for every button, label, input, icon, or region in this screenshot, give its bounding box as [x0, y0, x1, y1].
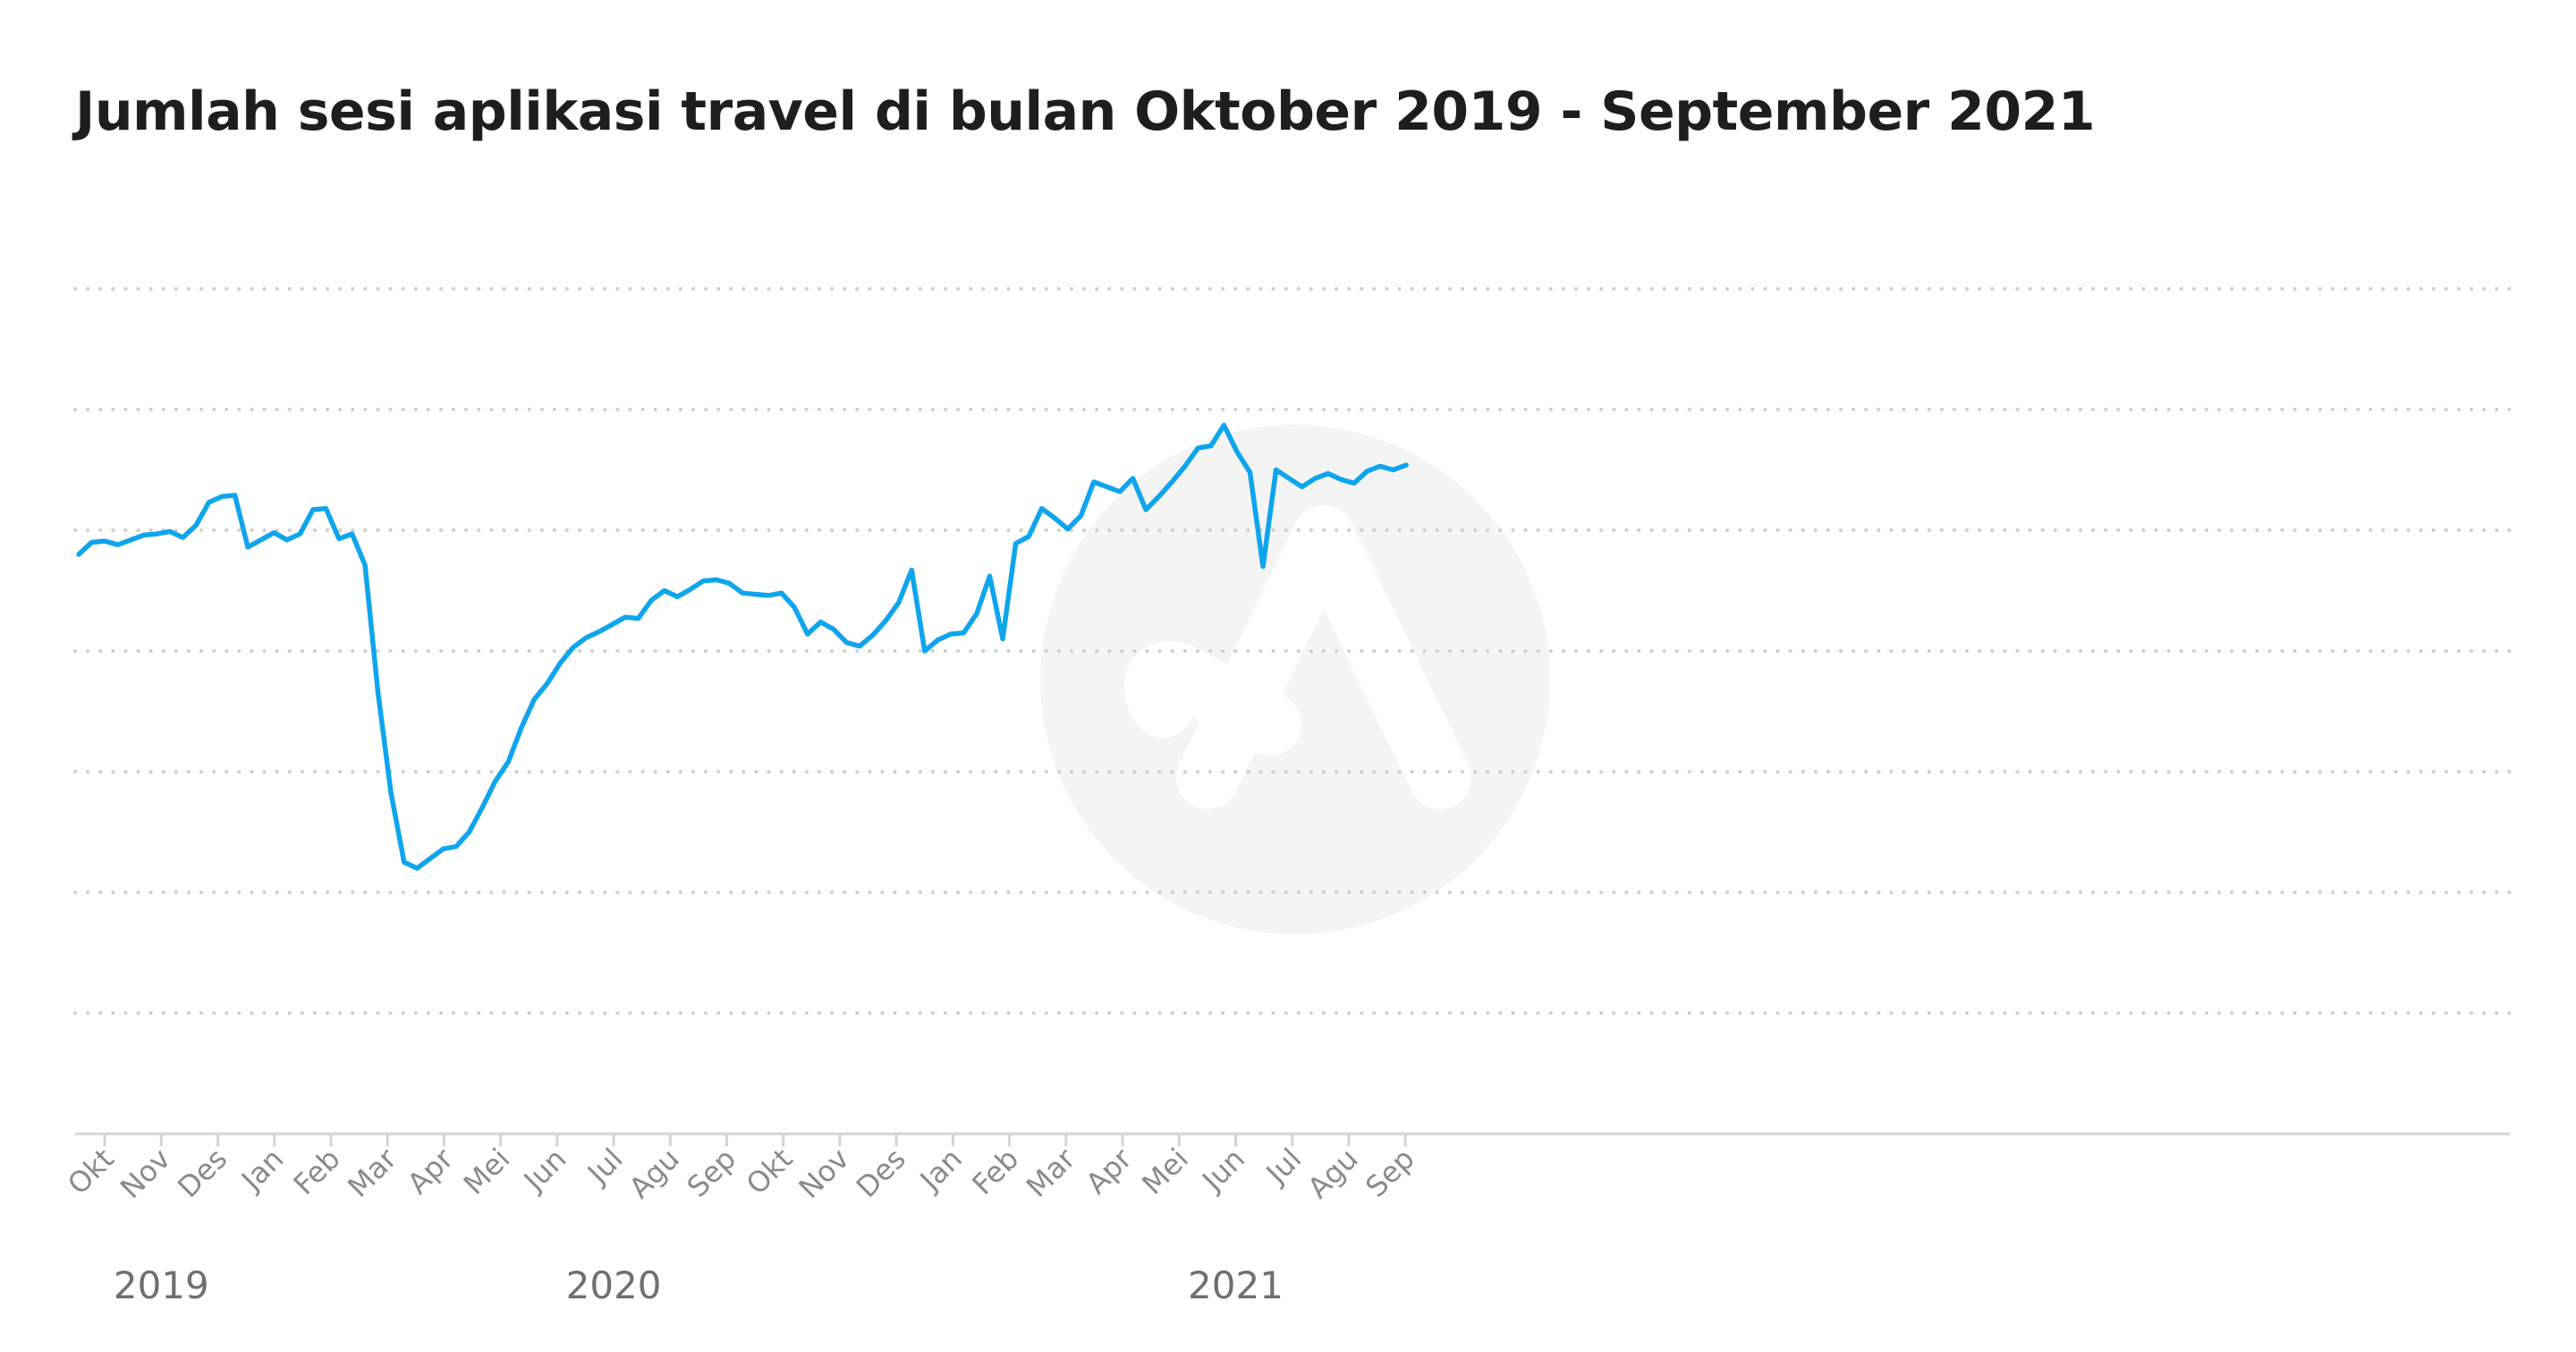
- x-tick-label: Jul: [1258, 1142, 1309, 1192]
- logo-watermark: [1040, 425, 1550, 934]
- x-tick-label: Jan: [912, 1142, 969, 1198]
- x-tick-label: Agu: [623, 1142, 686, 1205]
- x-axis: [75, 1132, 2510, 1146]
- year-label: 2020: [566, 1263, 662, 1307]
- x-tick-label: Des: [850, 1142, 912, 1204]
- x-tick-label: Agu: [1301, 1142, 1365, 1205]
- x-tick-label: Jun: [1195, 1142, 1252, 1199]
- x-tick-label: Okt: [61, 1142, 121, 1202]
- x-tick-label: Mei: [1135, 1142, 1195, 1202]
- x-tick-label: Des: [171, 1142, 233, 1204]
- x-tick-label: Nov: [114, 1142, 177, 1205]
- x-tick-label: Feb: [965, 1142, 1025, 1202]
- x-tick-label: Jun: [516, 1142, 573, 1199]
- x-tick-label: Nov: [792, 1142, 856, 1205]
- series-line: [76, 422, 1409, 871]
- x-tick-label: Okt: [740, 1142, 800, 1202]
- chart-title: Jumlah sesi aplikasi travel di bulan Okt…: [75, 80, 2096, 143]
- x-tick-label: Sep: [1359, 1142, 1421, 1204]
- x-tick-label: Mar: [341, 1141, 403, 1204]
- x-tick-label: Apr: [401, 1141, 461, 1201]
- x-tick-label: Sep: [681, 1142, 743, 1204]
- x-tick-label: Feb: [287, 1142, 347, 1202]
- x-tick-label: Jan: [233, 1142, 290, 1198]
- year-label: 2021: [1188, 1263, 1284, 1307]
- x-tick-label: Mar: [1020, 1141, 1082, 1204]
- x-tick-label: Jul: [580, 1142, 630, 1192]
- gridlines: [73, 287, 2512, 1015]
- year-labels: 2019 2020 2021: [114, 1263, 1284, 1307]
- x-tick-label: Mei: [457, 1142, 517, 1202]
- x-tick-label: Apr: [1080, 1141, 1140, 1201]
- year-label: 2019: [114, 1263, 209, 1307]
